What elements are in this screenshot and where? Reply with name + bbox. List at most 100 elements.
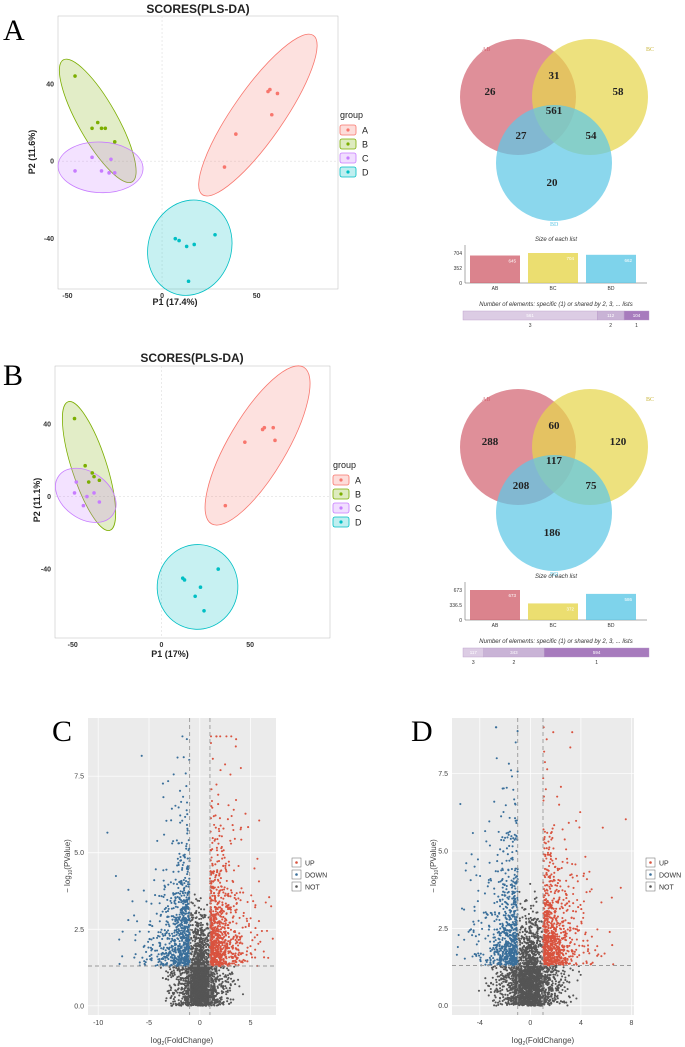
point-up [211,953,214,956]
point-down [171,842,174,845]
point-down [162,869,165,872]
list-size-bars: Size of each list0336.5673673AB372BC586B… [449,574,647,629]
point-down [173,934,176,937]
venn-circle-bd [496,105,612,221]
point-down [161,937,164,940]
point-not [171,974,174,977]
point-not [558,980,561,983]
point-up [241,942,244,945]
point-down [170,959,173,962]
point-down [155,912,158,915]
point-down [182,927,185,930]
point-not [203,908,206,911]
point-not [199,946,202,949]
point-not [212,989,215,992]
point-up [220,896,223,899]
point-not [199,998,202,1001]
point-up [224,924,227,927]
point-up [219,769,222,772]
point-not [557,970,560,973]
point-up [229,773,232,776]
point-down [162,796,165,799]
point-up [226,887,229,890]
point-not [172,1003,175,1006]
point-not [495,1004,498,1007]
point-down [156,936,159,939]
panel-letter-c: C [52,715,72,748]
point-down [175,913,178,916]
point-down [185,904,188,907]
point-down [173,944,176,947]
point-not [182,1001,185,1004]
size-bar-label: BD [608,286,615,292]
point-up [210,944,213,947]
point-not [203,941,206,944]
x-tick-label: 0 [160,293,164,300]
point-down [184,949,187,952]
point-down [178,940,181,943]
point-not [169,973,172,977]
point-not [177,978,180,981]
point-up [212,915,215,918]
point-up [216,938,219,941]
point-down [155,949,159,952]
point-not [227,1002,231,1005]
point-down [136,920,139,923]
point-down [170,901,173,904]
point-up [239,826,243,829]
point-not [521,916,524,919]
point-not [221,986,224,989]
point-group-c [85,494,89,499]
point-not [191,924,194,927]
point-down [160,895,163,898]
point-not [196,982,199,986]
point-up [271,937,274,940]
point-up [227,804,230,807]
point-not [229,1001,233,1004]
point-not [195,961,198,964]
point-up [227,923,230,927]
point-not [234,983,237,986]
point-up [237,897,240,900]
legend-label-a: A [355,476,361,486]
point-not [217,992,220,995]
point-up [221,911,224,914]
point-up [211,894,214,897]
point-down [187,868,190,871]
point-down [165,819,168,822]
point-up [230,891,233,894]
point-down [183,946,186,949]
point-down [185,738,188,741]
point-down [179,855,182,859]
point-group-d [186,279,191,284]
point-up [221,926,224,929]
point-not [220,998,223,1001]
venn-set-label: BD [550,572,559,578]
x-tick-label: -5 [146,1020,152,1027]
point-up [232,905,235,908]
point-group-b [86,480,91,484]
chart-title: SCORES(PLS-DA) [146,2,249,16]
point-down [180,879,183,883]
point-up [227,894,230,897]
point-down [180,939,184,942]
point-up [221,944,224,947]
point-up [224,867,227,870]
point-up [223,886,226,889]
point-group-a [223,503,228,508]
point-up [234,909,237,912]
point-down [152,937,155,940]
point-up [256,857,259,860]
point-down [184,772,187,775]
point-up [240,838,243,841]
point-not [205,951,208,954]
point-down [127,919,130,922]
point-up [238,959,241,962]
point-not [206,948,209,951]
point-up [229,842,233,845]
y-tick-label: 2.5 [74,927,84,934]
point-up [214,826,217,829]
point-not [218,978,222,981]
